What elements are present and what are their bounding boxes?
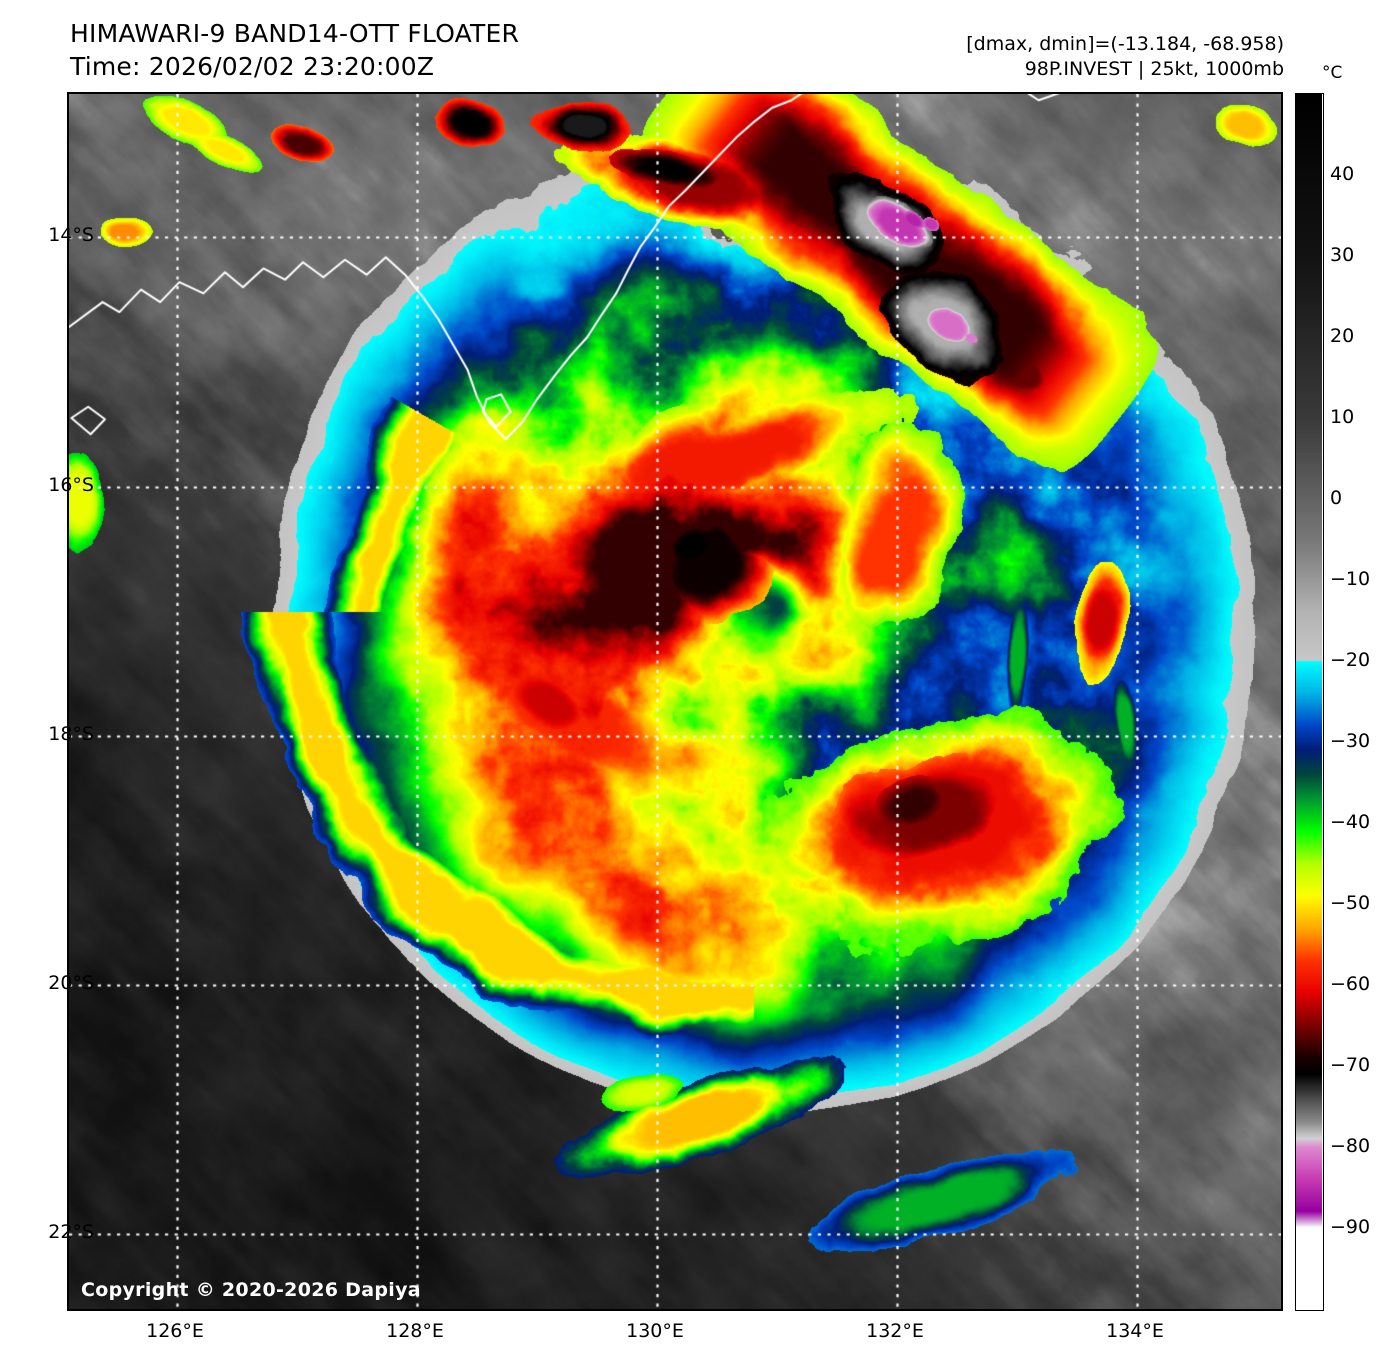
colorbar-tick-11: −70: [1330, 1054, 1371, 1076]
metadata-block: [dmax, dmin]=(-13.184, -68.958) 98P.INVE…: [966, 32, 1284, 81]
colorbar-tick-4: 0: [1330, 487, 1343, 509]
satellite-image-plot[interactable]: Copyright © 2020-2026 Dapiya: [67, 92, 1283, 1311]
colorbar-tick-0: 40: [1330, 163, 1355, 185]
y-axis-tick-2: 18°S: [48, 722, 94, 745]
dmax-dmin-label: [dmax, dmin]=(-13.184, -68.958): [966, 33, 1284, 55]
colorbar-tick-6: −20: [1330, 649, 1371, 671]
colorbar-tick-2: 20: [1330, 325, 1355, 347]
y-axis-tick-3: 20°S: [48, 972, 94, 994]
colorbar-gradient: [1296, 94, 1322, 1309]
x-axis-tick-1: 128°E: [386, 1320, 444, 1342]
timestamp-label: Time: 2026/02/02 23:20:00Z: [70, 51, 435, 81]
y-axis-tick-0: 14°S: [48, 224, 94, 247]
x-axis-tick-0: 126°E: [146, 1320, 204, 1342]
colorbar-tick-12: −80: [1330, 1135, 1371, 1157]
x-axis-tick-3: 132°E: [866, 1320, 924, 1342]
colorbar-unit-label: °C: [1322, 63, 1343, 83]
temperature-colorbar[interactable]: [1295, 93, 1324, 1311]
colorbar-tick-5: −10: [1330, 568, 1371, 590]
colorbar-tick-7: −30: [1330, 730, 1371, 752]
y-axis-tick-4: 22°S: [48, 1221, 94, 1244]
x-axis-tick-4: 134°E: [1106, 1320, 1164, 1342]
colorbar-tick-10: −60: [1330, 973, 1371, 995]
colorbar-tick-3: 10: [1330, 406, 1355, 428]
y-axis-tick-1: 16°S: [48, 473, 94, 496]
title-block: HIMAWARI-9 BAND14-OTT FLOATER Time: 2026…: [70, 18, 519, 83]
x-axis-tick-2: 130°E: [626, 1320, 684, 1342]
colorbar-tick-1: 30: [1330, 244, 1355, 266]
colorbar-tick-8: −40: [1330, 811, 1371, 833]
page-title: HIMAWARI-9 BAND14-OTT FLOATER: [70, 19, 520, 48]
storm-info-label: 98P.INVEST | 25kt, 1000mb: [1024, 57, 1284, 80]
latlon-gridlines: [69, 94, 1281, 1309]
colorbar-tick-9: −50: [1330, 892, 1371, 914]
colorbar-tick-13: −90: [1330, 1216, 1371, 1238]
copyright-label: Copyright © 2020-2026 Dapiya: [81, 1279, 421, 1301]
